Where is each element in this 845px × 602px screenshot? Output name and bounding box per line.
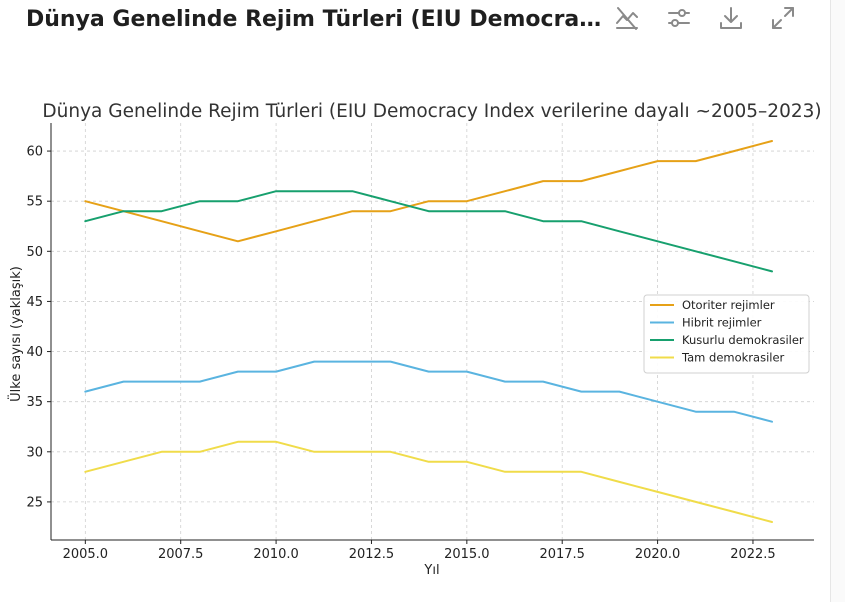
y-tick-label: 25 xyxy=(26,495,43,510)
y-tick-label: 45 xyxy=(26,295,43,310)
chart-toolbar xyxy=(610,2,800,34)
chart-title: Dünya Genelinde Rejim Türleri (EIU Democ… xyxy=(42,101,821,122)
x-tick-label: 2022.5 xyxy=(730,547,776,562)
legend-entry: Tam demokrasiler xyxy=(681,351,785,365)
scrollbar-track[interactable] xyxy=(830,0,845,602)
expand-button[interactable] xyxy=(766,3,800,33)
x-tick-label: 2020.0 xyxy=(635,547,681,562)
legend-entry: Kusurlu demokrasiler xyxy=(682,333,804,347)
legend: Otoriter rejimler Hibrit rejimler Kusurlu … xyxy=(643,294,810,374)
settings-button[interactable] xyxy=(662,3,696,33)
x-tick-label: 2015.0 xyxy=(444,547,490,562)
y-tick-label: 50 xyxy=(26,245,43,260)
download-icon xyxy=(720,7,742,29)
series-line-1 xyxy=(84,140,773,243)
legend-entry: Otoriter rejimler xyxy=(682,298,775,312)
interactive-toggle-button[interactable] xyxy=(610,3,644,33)
y-tick-label: 60 xyxy=(26,145,43,160)
x-tick-label: 2007.5 xyxy=(158,547,204,562)
y-tick-label: 35 xyxy=(26,395,43,410)
sliders-icon xyxy=(668,9,690,27)
x-tick-label: 2017.5 xyxy=(539,547,585,562)
x-tick-label: 2010.0 xyxy=(253,547,299,562)
x-tick-label: 2012.5 xyxy=(349,547,395,562)
series-line-2 xyxy=(84,360,773,423)
y-axis-label: Ülke sayısı (yaklaşık) xyxy=(7,266,24,402)
chart-header: Dünya Genelinde Rejim Türleri (EIU Democ… xyxy=(0,0,845,40)
y-tick-label: 55 xyxy=(26,195,43,210)
x-axis-label: Yıl xyxy=(423,563,439,578)
legend-box xyxy=(643,294,810,374)
chart-off-icon xyxy=(616,7,638,30)
y-tick-label: 40 xyxy=(26,345,43,360)
legend-entry: Hibrit rejimler xyxy=(682,316,762,330)
series-line-4 xyxy=(84,440,773,523)
x-tick-label: 2005.0 xyxy=(63,547,109,562)
axes: 2005.0 2007.5 2010.0 2012.5 2015.0 2017.5 2020… xyxy=(26,123,814,562)
series-line-3 xyxy=(84,190,773,273)
series-lines xyxy=(84,140,773,523)
y-tick-label: 30 xyxy=(26,445,43,460)
expand-icon xyxy=(772,7,794,29)
download-button[interactable] xyxy=(714,3,748,33)
